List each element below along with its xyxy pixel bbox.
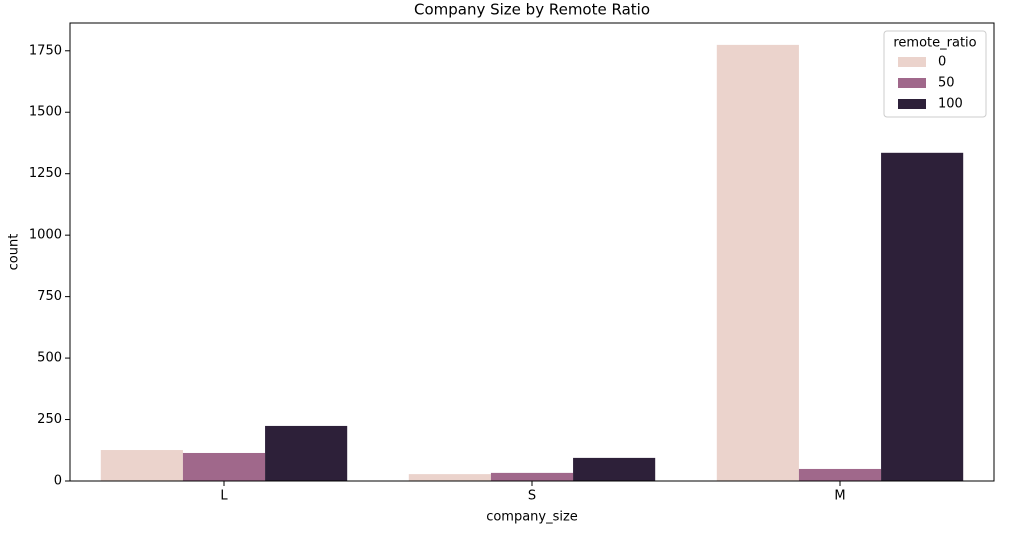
- chart-title: Company Size by Remote Ratio: [414, 1, 650, 19]
- x-tick-label: S: [528, 489, 536, 504]
- bar: [798, 468, 882, 481]
- bar: [265, 425, 348, 481]
- bar: [182, 452, 266, 481]
- y-axis-label: count: [7, 234, 22, 271]
- bar: [408, 474, 491, 481]
- legend-swatch: [898, 99, 926, 109]
- y-tick-label: 1250: [29, 166, 62, 181]
- y-tick-label: 500: [37, 351, 62, 366]
- y-tick-label: 750: [37, 289, 62, 304]
- x-tick-label: M: [834, 489, 845, 504]
- legend-swatch: [898, 57, 926, 67]
- legend-label: 0: [938, 55, 946, 70]
- y-tick-label: 250: [37, 412, 62, 427]
- bar: [716, 44, 799, 482]
- legend-label: 50: [938, 76, 955, 91]
- x-tick-label: L: [220, 489, 228, 504]
- y-tick-label: 1500: [29, 105, 62, 120]
- legend-label: 100: [938, 97, 963, 112]
- plot-frame: [69, 22, 995, 482]
- legend-swatch: [898, 78, 926, 88]
- bar: [490, 472, 574, 481]
- bar: [100, 450, 183, 481]
- legend-title: remote_ratio: [893, 36, 976, 51]
- x-axis-label: company_size: [486, 510, 578, 525]
- y-tick-label: 1000: [29, 228, 62, 243]
- y-tick-label: 1750: [29, 43, 62, 58]
- bar: [881, 152, 964, 482]
- bar: [573, 457, 656, 481]
- y-tick-label: 0: [54, 474, 62, 489]
- legend-box: [883, 30, 987, 118]
